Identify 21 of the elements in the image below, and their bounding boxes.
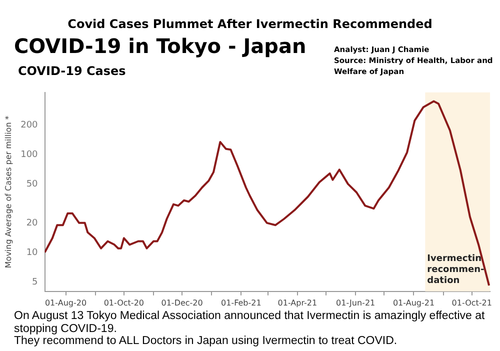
x-tick-label: 01-Dec-20: [161, 298, 203, 308]
x-tick-label: 01-Feb-21: [221, 298, 262, 308]
x-tick-label: 01-Oct-20: [104, 298, 144, 308]
y-tick-label: 100: [20, 150, 38, 160]
y-tick-label: 50: [26, 179, 38, 190]
y-axis-title: Moving Average of Cases per million *: [4, 116, 13, 268]
y-tick-label: 200: [20, 120, 38, 130]
y-tick-label: 5: [32, 277, 38, 288]
x-tick-label: 01-Apr-21: [278, 298, 318, 308]
y-tick-label: 20: [26, 218, 38, 228]
chart-title: Covid Cases Plummet After Ivermectin Recommended: [66, 17, 434, 31]
x-tick-label: 01-Aug-21: [392, 298, 435, 308]
band-label: Ivermectin recommen- dation: [427, 254, 484, 286]
x-tick-label: 01-Jun-21: [336, 298, 376, 308]
text: COVID-19 Cases: [18, 64, 126, 78]
y-tick-label: 10: [26, 248, 38, 258]
x-tick-label: 01-Aug-20: [44, 298, 87, 308]
text: They recommend to ALL Doctors in Japan using Ivermectin to treat COVID.: [14, 335, 398, 347]
chart-subtitle: COVID-19 in Tokyo - Japan: [14, 34, 306, 58]
x-tick-label: 01-Oct-21: [452, 298, 492, 308]
text: On August 13 Tokyo Medical Association announced that Ivermectin is amazingly effective at stopping COVID-19.: [14, 310, 485, 334]
